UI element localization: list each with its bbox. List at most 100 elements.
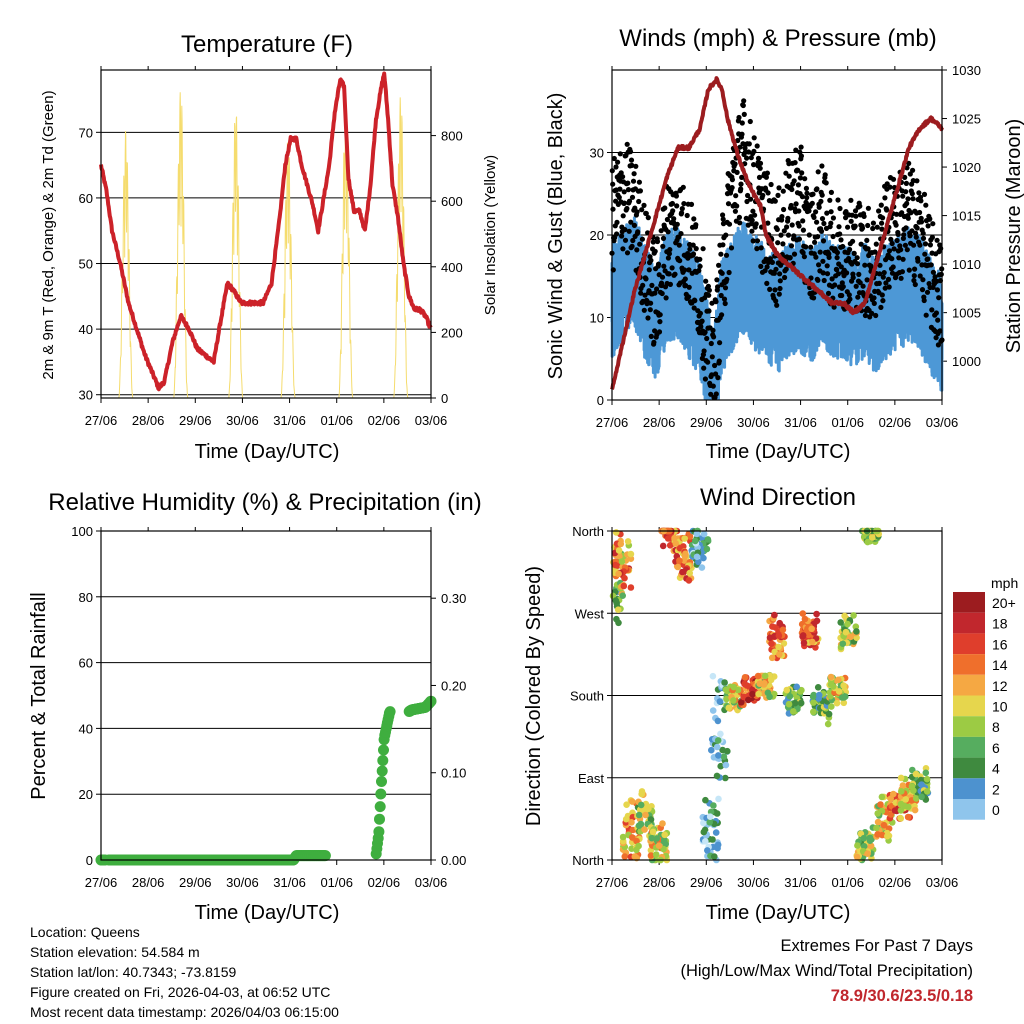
gust-point <box>920 235 927 241</box>
gust-point <box>741 98 747 104</box>
gust-point <box>641 202 647 208</box>
gust-point <box>864 277 870 283</box>
direction-point <box>627 550 635 558</box>
gust-point <box>799 194 806 200</box>
direction-point <box>653 835 661 842</box>
direction-point <box>897 807 905 814</box>
gust-point <box>848 218 854 224</box>
gust-point <box>880 298 886 304</box>
gust-point <box>631 222 638 228</box>
gust-point <box>858 241 864 247</box>
gust-point <box>914 178 920 184</box>
direction-point <box>897 800 905 808</box>
gust-point <box>835 197 841 203</box>
direction-point <box>621 853 629 860</box>
legend-label: 16 <box>992 636 1008 652</box>
gust-point <box>826 254 832 260</box>
temperature-ytick-label: 30 <box>79 388 93 403</box>
gust-point <box>804 195 810 201</box>
gust-point <box>882 195 888 201</box>
direction-point <box>768 654 776 662</box>
gust-point <box>889 256 895 262</box>
winds-ylabel: Sonic Wind & Gust (Blue, Black) <box>545 93 567 380</box>
legend-label: 6 <box>992 740 1000 756</box>
gust-point <box>733 193 739 199</box>
direction-point <box>712 829 720 836</box>
direction-ytick-label: East <box>578 771 604 786</box>
direction-point <box>681 535 688 542</box>
gust-point <box>865 246 871 252</box>
gust-point <box>899 269 906 275</box>
gust-point <box>917 273 923 279</box>
humidity-panel: Relative Humidity (%) & Precipitation (i… <box>28 489 482 924</box>
gust-point <box>720 242 726 248</box>
gust-point <box>823 180 829 186</box>
gust-point <box>799 170 805 176</box>
direction-point <box>716 698 724 705</box>
gust-point <box>929 234 936 240</box>
gust-point <box>716 262 722 268</box>
gust-point <box>828 220 834 226</box>
humidity-xtick-label: 02/06 <box>368 875 401 890</box>
gust-point <box>753 221 759 227</box>
direction-title: Wind Direction <box>700 484 856 511</box>
direction-panel: Wind Direction Time (Day/UTC) Direction … <box>523 484 1018 924</box>
direction-point <box>672 540 679 547</box>
gust-point <box>751 135 757 141</box>
gust-point <box>667 247 673 253</box>
temperature-xtick-label: 02/06 <box>368 413 401 428</box>
gust-point <box>903 225 909 231</box>
gust-point <box>804 190 810 196</box>
direction-point <box>878 793 886 801</box>
gust-point <box>650 239 656 245</box>
direction-point <box>760 681 768 688</box>
gust-point <box>791 251 798 257</box>
gust-point <box>732 161 738 167</box>
gust-point <box>840 243 846 250</box>
gust-point <box>777 285 783 292</box>
temperature-ytick-label: 70 <box>79 125 93 140</box>
gust-point <box>816 204 822 210</box>
direction-point <box>661 831 668 839</box>
direction-point <box>633 837 640 845</box>
temperature-ylabel: 2m & 9m T (Red, Orange) & 2m Td (Green) <box>40 90 57 379</box>
gust-point <box>728 245 735 251</box>
gust-point <box>815 277 821 283</box>
gust-point <box>884 207 890 213</box>
gust-point <box>670 208 676 214</box>
gust-point <box>824 271 831 277</box>
direction-point <box>897 814 904 822</box>
gust-point <box>772 287 778 293</box>
winds-xtick-label: 02/06 <box>879 415 912 430</box>
gust-point <box>767 286 773 292</box>
direction-point <box>722 761 730 769</box>
gust-point <box>629 162 635 168</box>
gust-point <box>885 276 892 282</box>
gust-point <box>715 284 721 290</box>
direction-point <box>847 633 854 641</box>
direction-point <box>801 615 809 623</box>
direction-point <box>686 569 693 577</box>
gust-point <box>806 208 812 214</box>
gust-point <box>754 143 760 149</box>
gust-point <box>645 315 651 321</box>
station-info: Location: Queens Station elevation: 54.5… <box>30 922 339 1022</box>
gust-point <box>617 151 623 157</box>
extremes-subtitle: (High/Low/Max Wind/Total Precipitation) <box>680 962 973 980</box>
gust-point <box>916 190 922 196</box>
direction-point <box>740 693 747 701</box>
gust-point <box>624 250 631 256</box>
gust-point <box>744 155 750 161</box>
direction-xtick-label: 03/06 <box>926 875 959 890</box>
gust-point <box>690 242 696 248</box>
gust-point <box>641 307 647 313</box>
gust-point <box>661 263 667 269</box>
gust-point <box>654 286 660 292</box>
direction-point <box>854 842 861 849</box>
gust-point <box>716 358 722 364</box>
gust-point <box>933 335 939 341</box>
direction-point <box>775 632 783 639</box>
gust-point <box>933 310 940 316</box>
humidity-ytick-label: 0 <box>86 853 93 868</box>
direction-point <box>714 717 722 725</box>
